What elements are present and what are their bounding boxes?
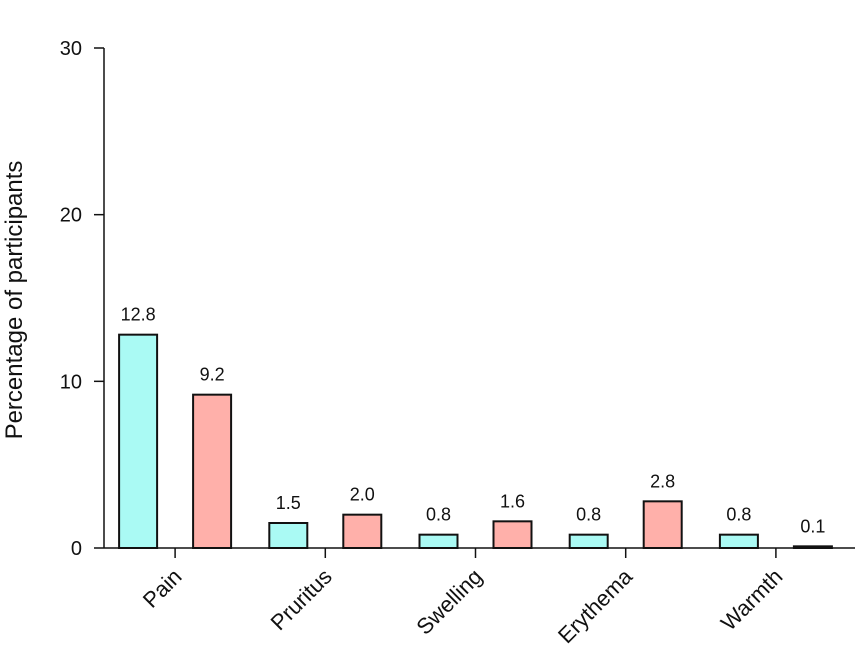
bar	[642, 500, 683, 550]
category-label: Erythema	[553, 563, 638, 648]
y-axis: 0 10 20 30	[60, 38, 105, 560]
data-label: 9.2	[200, 365, 225, 385]
data-label: 2.0	[350, 485, 375, 505]
data-label: 0.8	[426, 505, 451, 525]
y-tick-label: 10	[60, 371, 82, 393]
category-label: Swelling	[411, 564, 487, 640]
y-tick-label: 20	[60, 205, 82, 227]
bars	[118, 333, 833, 550]
data-label: 0.1	[800, 516, 825, 536]
data-label: 0.8	[726, 505, 751, 525]
category-label: Pruritus	[266, 564, 337, 635]
category-label: Pain	[138, 564, 187, 613]
bar	[268, 522, 309, 549]
x-axis: Pain Pruritus Swelling Erythema Warmth	[104, 547, 855, 648]
bar	[718, 533, 759, 550]
data-label: 2.8	[650, 471, 675, 491]
bar	[342, 513, 383, 550]
y-tick-label: 0	[71, 538, 82, 560]
bar	[118, 333, 159, 549]
y-tick-label: 30	[60, 38, 82, 60]
data-labels: 12.8 9.2 1.5 2.0 0.8 1.6 0.8 2.8 0.8 0.1	[121, 305, 826, 537]
y-axis-title: Percentage of participants	[1, 161, 28, 440]
data-label: 0.8	[576, 505, 601, 525]
bar	[792, 545, 833, 549]
bar	[418, 533, 459, 550]
data-label: 1.6	[500, 491, 525, 511]
bar	[192, 393, 233, 549]
bar	[568, 533, 609, 550]
data-label: 1.5	[276, 493, 301, 513]
bar	[492, 520, 533, 549]
category-label: Warmth	[716, 564, 788, 636]
data-label: 12.8	[121, 305, 156, 325]
